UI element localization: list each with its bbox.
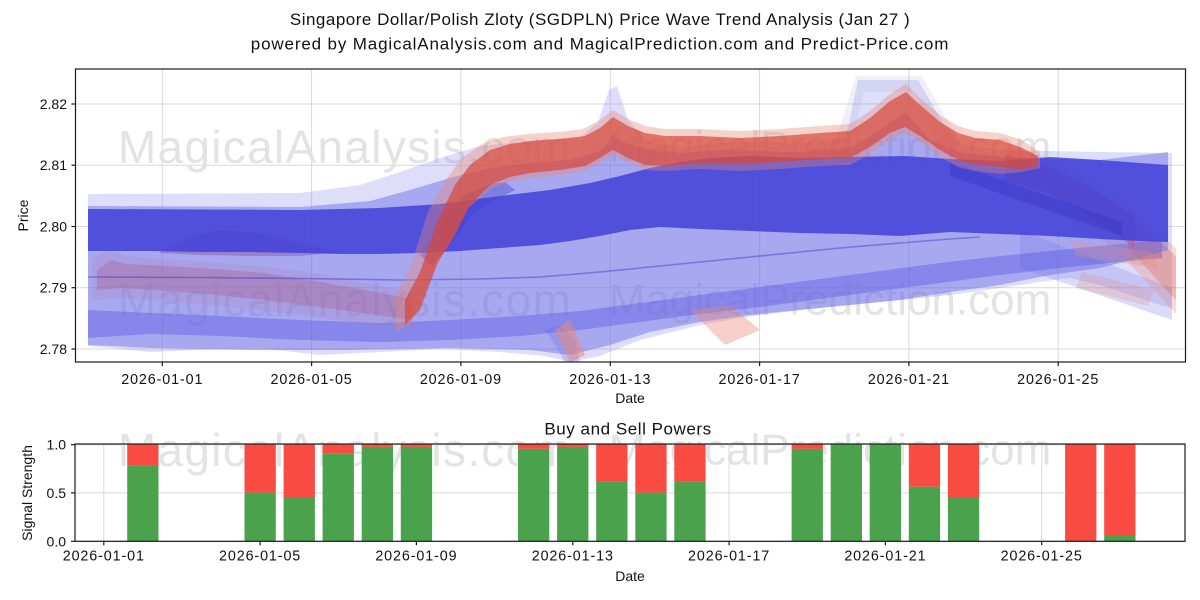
svg-text:2026-01-09: 2026-01-09: [420, 372, 502, 388]
svg-text:2026-01-05: 2026-01-05: [271, 372, 353, 388]
svg-text:2026-01-25: 2026-01-25: [1001, 549, 1083, 565]
svg-text:2026-01-21: 2026-01-21: [868, 372, 950, 388]
svg-text:Date: Date: [615, 568, 645, 584]
svg-text:2.80: 2.80: [40, 219, 67, 235]
svg-text:powered by MagicalAnalysis.com: powered by MagicalAnalysis.com and Magic…: [251, 35, 949, 54]
svg-text:Signal Strength: Signal Strength: [19, 445, 35, 541]
svg-text:MagicalAnalysis.com: MagicalAnalysis.com: [118, 274, 572, 326]
svg-text:2026-01-13: 2026-01-13: [569, 372, 651, 388]
svg-text:2.82: 2.82: [40, 96, 67, 112]
svg-text:2026-01-09: 2026-01-09: [375, 549, 457, 565]
svg-text:2026-01-13: 2026-01-13: [532, 549, 614, 565]
svg-text:Date: Date: [615, 390, 645, 406]
svg-text:2026-01-01: 2026-01-01: [121, 372, 203, 388]
svg-text:2.78: 2.78: [40, 341, 67, 357]
svg-text:MagicalPrediction.com: MagicalPrediction.com: [609, 276, 1052, 325]
svg-text:Buy and Sell Powers: Buy and Sell Powers: [544, 420, 711, 439]
svg-text:Singapore Dollar/Polish Zloty: Singapore Dollar/Polish Zloty (SGDPLN) P…: [290, 10, 910, 29]
svg-text:2026-01-17: 2026-01-17: [719, 372, 801, 388]
svg-text:2026-01-05: 2026-01-05: [219, 549, 301, 565]
svg-text:Price: Price: [15, 199, 31, 231]
svg-text:2026-01-17: 2026-01-17: [688, 549, 770, 565]
svg-text:2026-01-21: 2026-01-21: [844, 549, 926, 565]
svg-text:0.0: 0.0: [47, 533, 67, 549]
svg-text:0.5: 0.5: [47, 485, 67, 501]
svg-text:2.79: 2.79: [40, 280, 67, 296]
svg-text:2.81: 2.81: [40, 157, 67, 173]
svg-text:2026-01-01: 2026-01-01: [63, 549, 145, 565]
svg-text:1.0: 1.0: [47, 437, 67, 453]
svg-text:2026-01-25: 2026-01-25: [1017, 372, 1099, 388]
